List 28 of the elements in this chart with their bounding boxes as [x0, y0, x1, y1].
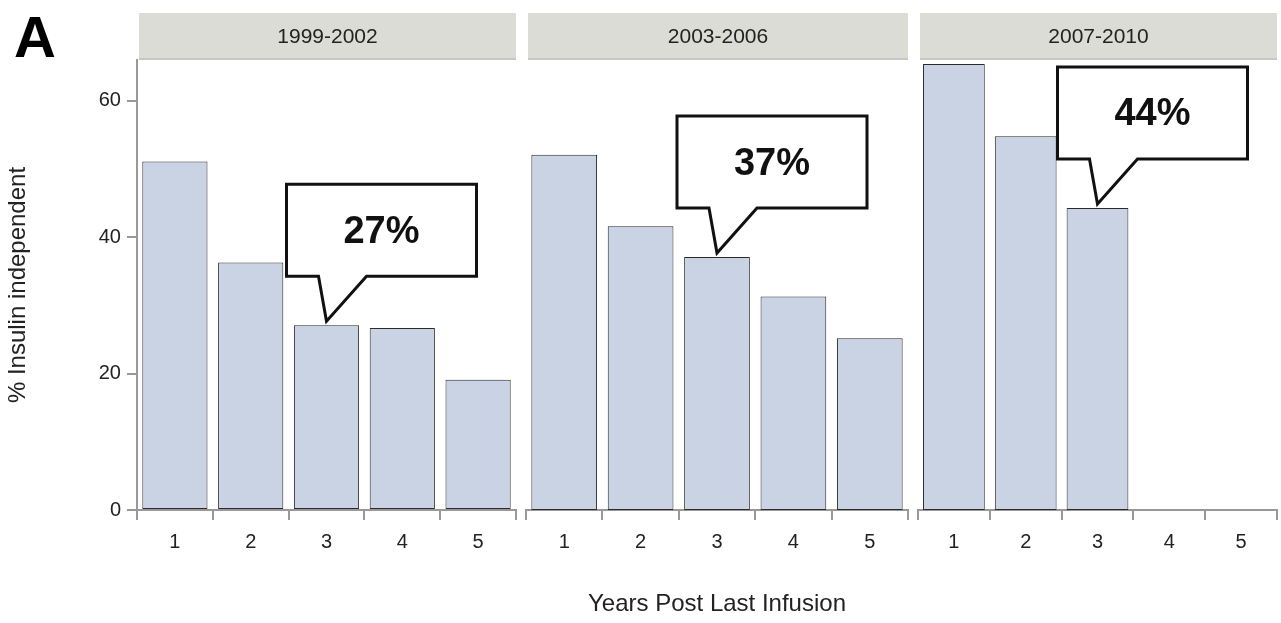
x-tick-label: 4 — [787, 529, 799, 552]
x-tick-label: 5 — [1235, 529, 1247, 552]
annotation: 27% — [343, 208, 420, 251]
chart-title: 2003-2006 — [528, 13, 908, 60]
y-tick-label: 60 — [98, 88, 121, 111]
x-tick-label: 1 — [558, 529, 570, 552]
x-tick-label: 3 — [320, 529, 333, 552]
x-tick-label: 3 — [711, 529, 723, 552]
x-tick-label: 1 — [169, 529, 181, 552]
chart-title: 2007-2010 — [920, 13, 1277, 60]
y-axis-title: % Insulin independent — [3, 166, 31, 404]
y-tick-label: 0 — [109, 497, 121, 520]
x-axis-title: Years Post Last Infusion — [588, 589, 846, 617]
y-tick-label: 40 — [98, 224, 121, 247]
text: A — [14, 4, 56, 69]
x-tick-label: 1 — [948, 529, 960, 552]
chart-title: 1999-2002 — [139, 13, 516, 60]
x-tick-label: 5 — [864, 529, 876, 552]
x-tick-label: 2 — [1020, 529, 1032, 552]
x-tick-label: 4 — [396, 529, 408, 552]
x-tick-label: 5 — [472, 529, 484, 552]
x-tick-label: 4 — [1163, 529, 1175, 552]
annotation: 44% — [1114, 91, 1191, 134]
x-tick-label: 2 — [635, 529, 647, 552]
x-tick-label: 2 — [245, 529, 257, 552]
y-tick-label: 20 — [98, 361, 121, 384]
x-tick-label: 3 — [1091, 529, 1104, 552]
annotation: 37% — [733, 140, 811, 183]
